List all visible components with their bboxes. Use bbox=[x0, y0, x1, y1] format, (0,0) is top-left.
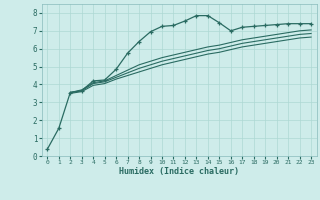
X-axis label: Humidex (Indice chaleur): Humidex (Indice chaleur) bbox=[119, 167, 239, 176]
